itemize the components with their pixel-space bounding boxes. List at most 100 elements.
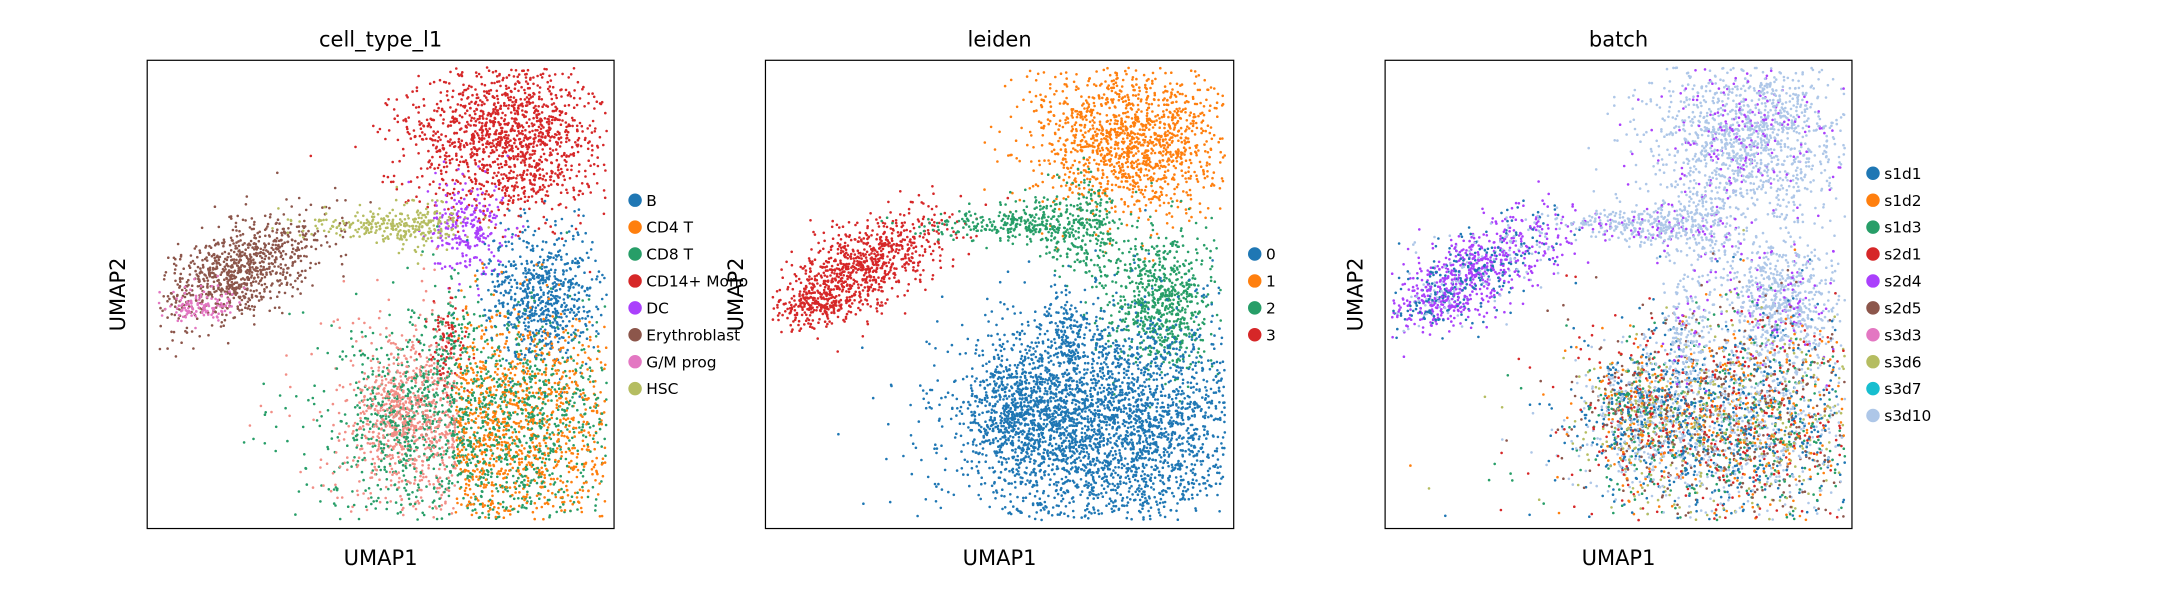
scatter-point xyxy=(384,102,387,105)
scatter-point xyxy=(262,295,265,299)
scatter-point xyxy=(472,371,475,374)
scatter-point xyxy=(476,284,479,287)
scatter-point xyxy=(437,353,440,357)
scatter-point xyxy=(510,127,514,130)
scatter-point xyxy=(221,313,224,316)
scatter-point xyxy=(298,220,301,223)
scatter-point xyxy=(335,199,339,202)
scatter-point xyxy=(375,375,378,378)
scatter-point xyxy=(570,459,573,463)
scatter-point xyxy=(590,144,594,147)
scatter-point xyxy=(238,252,242,256)
scatter-point xyxy=(544,135,547,138)
scatter-point xyxy=(440,456,444,459)
scatter-point xyxy=(226,255,229,259)
scatter-point xyxy=(258,230,262,234)
scatter-point xyxy=(482,211,485,215)
scatter-point xyxy=(519,384,522,388)
scatter-point xyxy=(538,138,541,142)
scatter-point xyxy=(324,235,328,238)
scatter-point xyxy=(483,94,486,98)
scatter-point xyxy=(482,346,485,350)
scatter-point xyxy=(394,462,397,465)
scatter-point xyxy=(247,304,251,308)
scatter-point xyxy=(475,511,478,515)
scatter-point xyxy=(440,172,443,175)
scatter-point xyxy=(538,86,542,89)
scatter-point xyxy=(563,312,566,316)
scatter-point xyxy=(246,278,250,281)
scatter-point xyxy=(510,90,513,94)
scatter-point xyxy=(296,277,300,280)
scatter-point xyxy=(226,272,230,276)
scatter-point xyxy=(220,290,223,293)
scatter-point xyxy=(429,353,433,357)
scatter-point xyxy=(504,84,508,88)
scatter-point xyxy=(482,209,485,213)
scatter-point xyxy=(544,402,547,406)
scatter-point xyxy=(584,231,587,235)
scatter-point xyxy=(428,348,431,352)
scatter-point xyxy=(497,458,501,461)
scatter-point xyxy=(477,165,480,168)
scatter-point xyxy=(485,66,489,69)
scatter-point xyxy=(450,142,454,146)
scatter-point xyxy=(287,266,290,270)
scatter-point xyxy=(406,130,410,134)
scatter-point xyxy=(543,117,547,120)
scatter-point xyxy=(517,324,520,328)
scatter-point xyxy=(578,97,582,100)
scatter-point xyxy=(191,307,194,310)
scatter-point xyxy=(250,284,253,287)
scatter-point xyxy=(547,126,551,129)
scatter-point xyxy=(572,67,576,70)
scatter-point xyxy=(228,305,231,308)
scatter-point xyxy=(407,308,410,312)
scatter-point xyxy=(576,143,580,147)
scatter-point xyxy=(301,233,305,236)
scatter-point xyxy=(450,196,454,200)
scatter-point xyxy=(517,104,520,108)
scatter-point xyxy=(484,326,488,329)
scatter-point xyxy=(347,221,351,224)
scatter-point xyxy=(179,298,183,302)
scatter-point xyxy=(574,465,578,469)
scatter-point xyxy=(517,152,520,156)
scatter-point xyxy=(273,265,276,268)
scatter-point xyxy=(206,313,210,316)
scatter-point xyxy=(392,362,396,365)
scatter-point xyxy=(297,196,301,200)
scatter-point xyxy=(566,262,570,265)
scatter-point xyxy=(451,238,454,241)
scatter-point xyxy=(238,258,242,261)
scatter-point xyxy=(275,237,279,240)
scatter-point xyxy=(601,457,605,461)
scatter-point xyxy=(495,148,499,152)
scatter-point xyxy=(405,201,409,205)
scatter-point xyxy=(286,240,290,244)
scatter-point xyxy=(215,289,218,293)
scatter-point xyxy=(338,326,342,330)
scatter-point xyxy=(173,313,177,317)
scatter-point xyxy=(576,353,580,357)
scatter-point xyxy=(522,271,525,275)
scatter-point xyxy=(498,302,501,305)
scatter-point xyxy=(460,503,463,506)
scatter-point xyxy=(259,295,263,299)
scatter-point xyxy=(485,145,488,149)
scatter-point xyxy=(471,478,475,481)
scatter-point xyxy=(359,416,362,420)
scatter-point xyxy=(565,125,568,129)
scatter-point xyxy=(572,237,575,241)
scatter-point xyxy=(570,164,573,168)
scatter-point xyxy=(497,166,501,170)
scatter-point xyxy=(487,262,491,265)
scatter-point xyxy=(507,165,511,169)
scatter-point xyxy=(452,233,455,236)
scatter-point xyxy=(501,500,505,504)
scatter-point xyxy=(449,70,452,74)
scatter-point xyxy=(301,311,305,314)
scatter-point xyxy=(540,346,544,350)
scatter-point xyxy=(438,186,441,190)
scatter-point xyxy=(515,281,519,285)
